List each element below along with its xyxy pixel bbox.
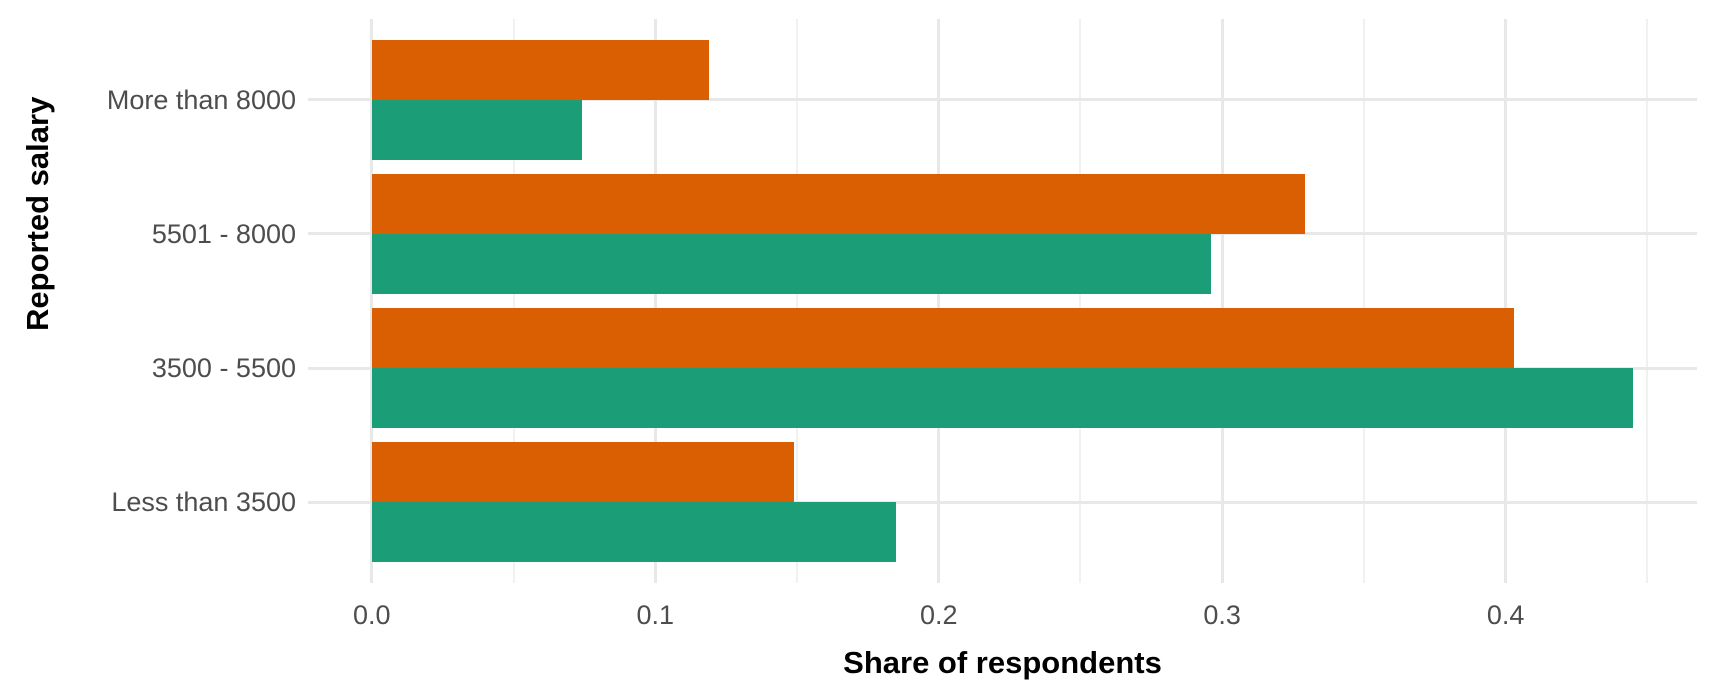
y-tick-label: 5501 - 8000 (151, 218, 296, 249)
gridline-x-major (937, 19, 941, 583)
gridline-x-major (370, 19, 374, 583)
gridline-x-major (1220, 19, 1224, 583)
x-tick-label: 0.2 (919, 600, 958, 630)
bar-green-0 (371, 99, 582, 160)
gridline-x-major (1504, 19, 1508, 583)
gridline-x-minor (512, 19, 515, 583)
gridline-y-major (308, 500, 1697, 504)
gridline-y-major (308, 98, 1697, 102)
gridline-x-major (653, 19, 657, 583)
gridline-x-minor (1079, 19, 1082, 583)
x-tick-label: 0.3 (1203, 600, 1241, 630)
gridline-x-minor (1362, 19, 1365, 583)
y-tick-label: 3500 - 5500 (151, 353, 296, 384)
y-tick-label: More than 8000 (106, 84, 296, 115)
bar-orange-3 (371, 442, 794, 503)
x-axis-title: Share of respondents (843, 645, 1162, 680)
bar-orange-2 (371, 308, 1514, 369)
bar-orange-1 (371, 173, 1305, 234)
bar-green-1 (371, 233, 1211, 294)
x-tick-label: 0.1 (636, 600, 675, 630)
gridline-x-minor (1646, 19, 1649, 583)
bar-orange-0 (371, 39, 709, 100)
plot-panel (308, 19, 1697, 583)
y-axis-title: Reported salary (20, 97, 56, 331)
x-tick-label: 0.4 (1486, 600, 1525, 630)
y-axis-title-text: Reported salary (20, 96, 55, 331)
x-tick-label: 0.0 (352, 600, 391, 630)
bar-green-3 (371, 502, 896, 563)
y-tick-label: Less than 3500 (111, 487, 296, 518)
gridline-x-minor (795, 19, 798, 583)
bar-green-2 (371, 368, 1633, 429)
